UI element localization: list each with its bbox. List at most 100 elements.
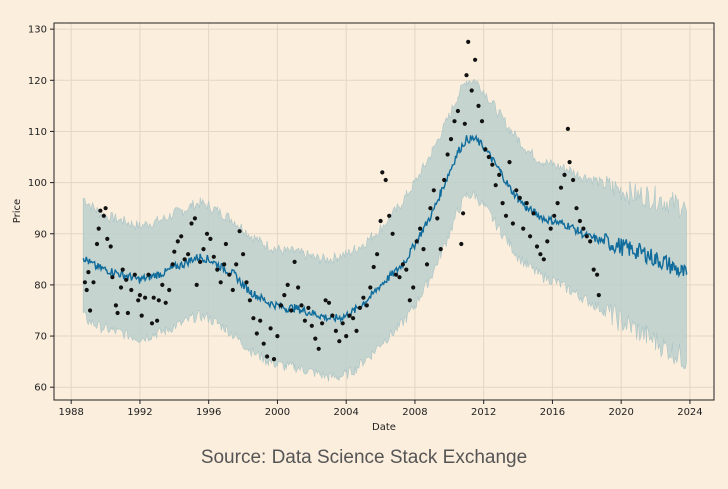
observed-point — [118, 285, 124, 290]
observed-point — [167, 287, 172, 293]
observed-point — [538, 252, 543, 257]
observed-point — [588, 239, 593, 244]
observed-point — [149, 321, 155, 326]
observed-point — [258, 318, 263, 323]
observed-point — [223, 241, 228, 247]
observed-point — [313, 336, 318, 341]
observed-point — [218, 280, 223, 285]
observed-point — [129, 287, 134, 293]
observed-point — [282, 293, 287, 298]
observed-point — [230, 287, 235, 293]
observed-point — [241, 252, 246, 257]
observed-point — [194, 282, 199, 287]
observed-point — [96, 226, 101, 231]
observed-point — [479, 119, 485, 124]
observed-point — [354, 328, 359, 333]
observed-point — [132, 272, 137, 277]
observed-point — [571, 177, 576, 183]
observed-point — [418, 226, 423, 231]
observed-point — [347, 313, 352, 318]
observed-point — [577, 218, 583, 224]
observed-point — [507, 160, 512, 165]
observed-point — [445, 152, 450, 157]
observed-point — [234, 262, 239, 267]
observed-point — [163, 300, 168, 305]
observed-point — [514, 188, 519, 193]
observed-point — [261, 341, 266, 346]
observed-point — [383, 177, 388, 183]
observed-point — [289, 308, 294, 313]
observed-point — [285, 282, 290, 287]
x-tick-label: 2012 — [471, 407, 496, 418]
uncertainty-band — [82, 79, 687, 382]
observed-point — [189, 221, 194, 226]
observed-point — [201, 247, 206, 252]
observed-point — [397, 275, 402, 280]
observed-point — [393, 272, 399, 277]
x-tick-label: 2008 — [402, 407, 427, 418]
observed-point — [103, 206, 108, 211]
observed-point — [380, 170, 385, 175]
observed-point — [448, 137, 454, 142]
y-tick-label: 130 — [28, 25, 47, 36]
observed-point — [528, 234, 533, 239]
observed-point — [215, 267, 220, 272]
observed-point — [227, 272, 232, 277]
observed-point — [548, 226, 553, 231]
observed-point — [143, 295, 148, 300]
observed-point — [497, 172, 502, 177]
observed-point — [88, 308, 93, 313]
observed-point — [340, 321, 345, 326]
observed-point — [323, 298, 328, 303]
observed-point — [411, 285, 416, 290]
observed-point — [387, 213, 392, 218]
observed-point — [108, 244, 113, 249]
y-tick-label: 120 — [28, 76, 47, 87]
observed-point — [414, 239, 419, 244]
observed-point — [98, 208, 103, 213]
observed-point — [115, 310, 120, 316]
x-tick-label: 2024 — [677, 407, 702, 418]
observed-point — [330, 313, 335, 318]
observed-point — [309, 323, 314, 328]
observed-point — [442, 177, 447, 183]
observed-point — [136, 298, 141, 303]
observed-point — [490, 162, 495, 167]
observed-point — [344, 334, 349, 339]
observed-point — [254, 331, 259, 336]
observed-point — [438, 247, 443, 252]
observed-point — [424, 262, 430, 267]
observed-point — [473, 57, 478, 62]
observed-point — [86, 270, 91, 275]
observed-point — [596, 293, 601, 298]
x-axis-ticks: 1988 1992 1996 2000 2004 2008 2012 2016 2020 2024 — [58, 400, 703, 418]
observed-point — [326, 300, 332, 305]
observed-point — [555, 201, 560, 206]
x-tick-label: 1988 — [58, 407, 83, 418]
observed-point — [461, 211, 466, 216]
observed-point — [244, 280, 249, 285]
observed-point — [407, 298, 412, 303]
y-tick-label: 110 — [28, 127, 47, 138]
observed-point — [371, 264, 376, 270]
observed-point — [137, 293, 142, 298]
observed-point — [101, 213, 106, 218]
observed-point — [110, 275, 115, 280]
observed-point — [186, 252, 191, 257]
observed-point — [503, 213, 509, 218]
observed-point — [357, 305, 362, 310]
observed-point — [469, 88, 474, 93]
observed-point — [84, 287, 89, 293]
observed-point — [562, 172, 567, 177]
observed-point — [320, 321, 325, 326]
observed-point — [500, 201, 505, 206]
observed-point — [534, 244, 540, 249]
observed-point — [316, 346, 321, 351]
observed-point — [565, 126, 571, 131]
observed-point — [552, 213, 557, 218]
observed-point — [584, 234, 589, 239]
x-tick-label: 2016 — [540, 407, 565, 418]
observed-point — [222, 262, 227, 267]
observed-point — [541, 257, 546, 262]
observed-point — [333, 328, 338, 333]
